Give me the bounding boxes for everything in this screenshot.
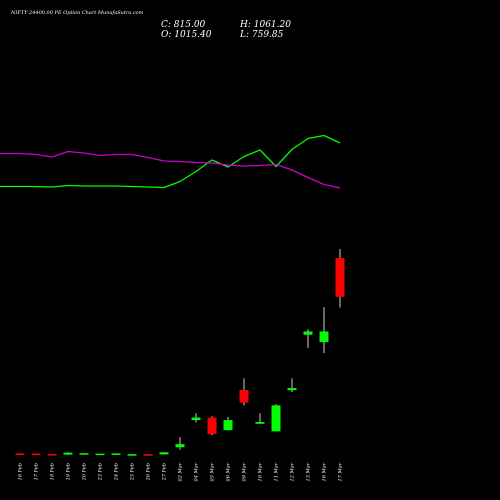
candle [95, 453, 105, 456]
candle [335, 249, 345, 308]
x-tick-label: 18 Feb [50, 463, 56, 480]
candle-body [47, 454, 57, 456]
x-tick-label: 17 Feb [34, 463, 40, 480]
indicator-line-1 [0, 134, 341, 189]
candles-layer [15, 249, 345, 456]
x-tick-label: 11 Mar [274, 462, 280, 481]
x-tick-label: 06 Mar [226, 462, 232, 481]
candle-body [31, 453, 41, 456]
x-tick-label: 04 Mar [194, 462, 200, 481]
x-tick-label: 10 Mar [258, 462, 264, 481]
candle [15, 453, 25, 455]
x-tick-label: 12 Mar [290, 462, 296, 481]
candle [159, 452, 169, 455]
candle [47, 453, 57, 456]
open-readout: O: 1015.40 [161, 30, 212, 40]
candle-body [175, 444, 185, 448]
candle-body [15, 453, 25, 455]
candle [207, 416, 217, 436]
x-tick-label: 16 Mar [322, 462, 328, 481]
candle-body [223, 420, 233, 431]
candle-body [255, 422, 265, 424]
candle [287, 378, 297, 392]
candle [111, 453, 121, 455]
candle-body [303, 331, 313, 335]
candle-body [239, 390, 249, 403]
candle [239, 378, 249, 406]
candle [79, 453, 89, 455]
x-tick-label: 19 Feb [66, 463, 72, 480]
x-tick-label: 24 Feb [114, 463, 120, 481]
candle-body [335, 258, 345, 297]
candle [223, 416, 233, 431]
candle-body [79, 453, 89, 455]
x-tick-label: 23 Feb [98, 463, 104, 481]
x-axis-ticks: 16 Feb 17 Feb 18 Feb 19 Feb 20 Feb 23 Feb 24 F… [18, 462, 344, 481]
x-tick-label: 05 Mar [210, 462, 216, 481]
x-tick-label: 25 Feb [130, 463, 136, 481]
candle [127, 454, 137, 456]
candle-body [127, 454, 137, 456]
candle-body [111, 453, 121, 455]
low-readout: L: 759.85 [239, 30, 284, 40]
candle [191, 413, 201, 423]
candle-body [271, 405, 281, 432]
x-tick-label: 17 Mar [338, 462, 344, 481]
candle [319, 307, 329, 354]
candle [143, 454, 153, 456]
indicator-line-2 [0, 150, 341, 189]
candle-body [95, 453, 105, 456]
candle [303, 329, 313, 348]
x-tick-label: 27 Feb [162, 463, 168, 481]
close-readout: C: 815.00 [161, 20, 206, 30]
x-tick-label: 13 Mar [306, 462, 312, 481]
candle [255, 413, 265, 424]
candle-body [287, 388, 297, 391]
x-tick-label: 20 Feb [82, 463, 88, 481]
x-tick-label: 16 Feb [18, 463, 24, 480]
candle [271, 404, 281, 432]
candle-body [319, 331, 329, 343]
chart-title: NIFTY 24400.00 PE Option Chart MunafaSut… [10, 10, 144, 16]
candle-body [191, 417, 201, 421]
candle [31, 453, 41, 456]
x-tick-label: 02 Mar [178, 462, 184, 481]
candle-body [63, 452, 73, 455]
x-tick-label: 26 Feb [146, 463, 152, 481]
candle-body [143, 454, 153, 456]
high-readout: H: 1061.20 [239, 20, 291, 30]
candle-body [207, 417, 217, 435]
candle-body [159, 452, 169, 455]
x-tick-label: 09 Mar [242, 462, 248, 481]
candle [175, 437, 185, 450]
candle [63, 452, 73, 455]
indicator-lines [0, 134, 341, 189]
